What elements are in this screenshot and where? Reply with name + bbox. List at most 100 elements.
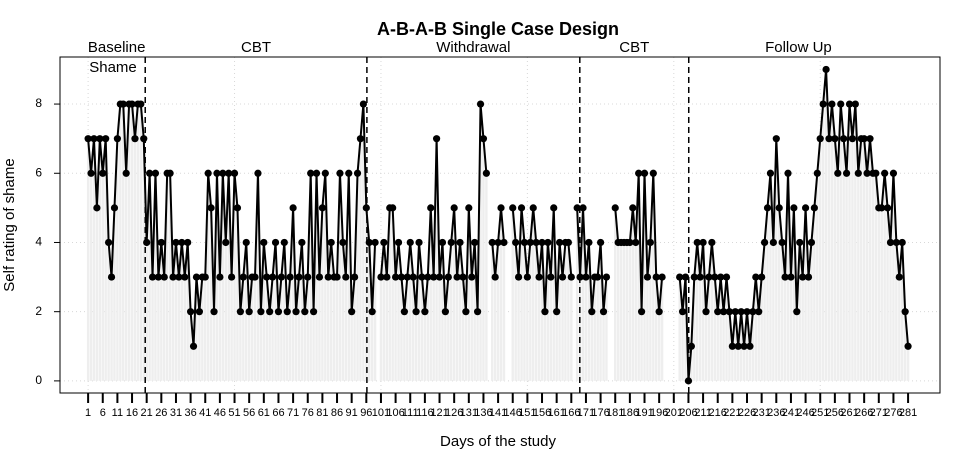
data-point [696, 273, 704, 281]
data-point [488, 238, 496, 247]
data-point [201, 273, 209, 281]
data-point [529, 204, 537, 212]
data-point [353, 169, 362, 177]
x-tick-label: 26 [155, 407, 167, 419]
x-tick-label: 41 [199, 407, 211, 419]
x-tick-label: 151 [518, 407, 536, 419]
x-tick-label: 96 [360, 407, 372, 419]
data-point [324, 273, 332, 281]
data-point [550, 204, 558, 212]
data-point [269, 273, 277, 281]
data-point [166, 169, 174, 177]
data-point [555, 238, 564, 247]
data-point [189, 342, 198, 350]
data-point [526, 238, 534, 247]
data-point [895, 273, 903, 281]
data-point [769, 238, 777, 247]
x-tick-label: 116 [416, 407, 434, 419]
x-tick-label: 111 [402, 407, 419, 419]
x-tick-label: 86 [331, 407, 343, 419]
x-tick-label: 16 [126, 407, 138, 419]
data-point [412, 308, 420, 316]
data-point [717, 273, 725, 281]
plot-frame [59, 56, 941, 394]
data-point [93, 204, 101, 212]
x-tick-label: 166 [562, 407, 580, 419]
x-tick-label: 196 [650, 407, 668, 419]
data-point [714, 308, 722, 316]
x-tick-label: 66 [272, 407, 284, 419]
data-point [102, 135, 110, 143]
data-point [626, 238, 634, 247]
data-point [828, 100, 836, 108]
chart-title: A-B-A-B Single Case Design [377, 19, 619, 39]
data-point [687, 342, 695, 350]
y-axis-title: Self rating of shame [1, 158, 18, 291]
x-tick-label: 171 [577, 407, 595, 419]
data-point [403, 273, 411, 281]
data-point [371, 238, 379, 247]
data-point [588, 308, 596, 316]
data-point [819, 100, 827, 108]
data-point [752, 273, 760, 281]
data-point [755, 308, 763, 316]
data-point [450, 204, 458, 212]
data-point [137, 100, 145, 108]
data-point [734, 342, 742, 350]
data-point [611, 204, 619, 212]
data-point [277, 273, 285, 281]
x-tick-label: 46 [214, 407, 226, 419]
data-point [356, 135, 365, 143]
data-point [632, 238, 640, 247]
data-point [851, 100, 859, 108]
data-point [889, 169, 898, 177]
x-tick-label: 156 [533, 407, 551, 419]
data-point [699, 238, 707, 247]
data-point [676, 273, 684, 281]
data-point [351, 273, 359, 281]
data-point [479, 135, 488, 143]
data-point [195, 308, 203, 316]
data-point [500, 238, 508, 247]
x-tick-label: 226 [738, 407, 756, 419]
x-tick-label: 271 [870, 407, 888, 419]
data-point [863, 169, 871, 177]
phase-label: Follow Up [765, 39, 832, 56]
data-point [643, 273, 652, 281]
data-point [535, 273, 543, 281]
data-point [725, 308, 734, 316]
data-point [544, 238, 552, 247]
data-point [473, 308, 482, 316]
data-point [705, 273, 713, 281]
data-point [400, 308, 408, 316]
x-tick-label: 201 [665, 407, 683, 419]
data-point [283, 308, 291, 316]
data-point [119, 100, 127, 108]
data-point [348, 308, 356, 316]
data-point [892, 238, 900, 247]
data-point [775, 204, 783, 212]
data-point [318, 204, 326, 212]
data-point [781, 273, 789, 281]
data-point [796, 238, 804, 247]
data-point [743, 308, 751, 316]
data-point [312, 169, 321, 177]
data-point [702, 308, 710, 316]
x-tick-label: 191 [635, 407, 653, 419]
data-point [122, 169, 130, 177]
data-point [105, 238, 113, 247]
data-point [523, 273, 531, 281]
x-tick-label: 11 [112, 407, 123, 419]
data-point [225, 169, 233, 177]
data-point [87, 169, 95, 177]
data-point [482, 169, 490, 177]
data-point [333, 273, 341, 281]
data-point [298, 238, 306, 247]
data-point [409, 273, 417, 281]
data-point [746, 342, 754, 350]
data-point [681, 273, 690, 281]
data-point [658, 273, 666, 281]
data-point [310, 308, 318, 316]
data-point [143, 238, 151, 247]
x-tick-label: 181 [606, 407, 624, 419]
